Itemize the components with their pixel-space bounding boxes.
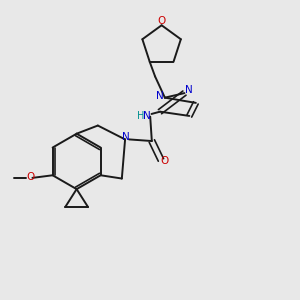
Text: N: N — [143, 111, 151, 121]
Text: O: O — [27, 172, 35, 182]
Text: N: N — [185, 85, 193, 95]
Text: O: O — [160, 156, 168, 166]
Text: N: N — [122, 132, 129, 142]
Text: H: H — [137, 111, 145, 121]
Text: O: O — [158, 16, 166, 26]
Text: N: N — [156, 91, 164, 101]
